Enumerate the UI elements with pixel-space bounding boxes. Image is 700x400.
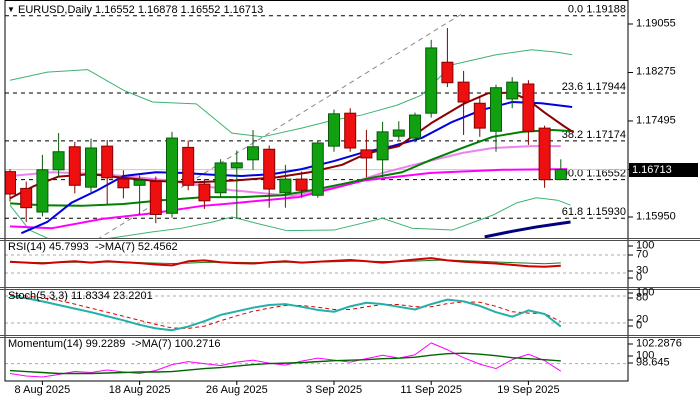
overlay-ma-green [9, 128, 574, 207]
stochastic-legend: Stoch(5,3,3) 11.8334 23.2201 [8, 290, 153, 302]
series-stoch-signal [9, 294, 562, 329]
price-axis-label: 1.15950 [636, 210, 676, 223]
rsi-scale-label: 0 [636, 271, 643, 284]
rsi-legend: RSI(14) 45.7993 ->MA(7) 52.4562 [8, 241, 178, 253]
series-rsi-main [9, 257, 561, 268]
date-axis-label: 3 Sep 2025 [305, 384, 363, 396]
fib-level-label: 100.0 1.16552 [556, 168, 626, 180]
fib-level-label: 38.2 1.17174 [562, 129, 626, 141]
momentum-scale-label: 100 [636, 349, 655, 362]
momentum-legend: Momentum(14) 99.2289 ->MA(7) 100.2716 [8, 338, 221, 350]
ohlc-readout: 1.16552 1.16878 1.16552 1.16713 [91, 4, 264, 16]
symbol-dropdown-icon[interactable]: ▼ [7, 5, 15, 14]
stoch-scale-label: 0 [636, 319, 643, 332]
bear-candle [473, 102, 486, 129]
price-axis-label: 1.19055 [636, 17, 676, 30]
overlay-ma-navy [484, 220, 571, 238]
stoch-scale-label: 100 [636, 286, 655, 299]
stoch-scale-label: 20 [636, 313, 649, 326]
momentum-scale-label: 102.2876 [636, 337, 682, 350]
bull-candle [133, 179, 146, 186]
bear-candle [117, 178, 130, 189]
fib-level-label: 23.6 1.17944 [562, 81, 626, 93]
bull-candle [214, 162, 227, 194]
bull-candle [85, 147, 97, 188]
bull-candle [52, 151, 65, 171]
overlay-bollinger-lower [9, 197, 571, 238]
price-axis-label: 1.17495 [636, 114, 676, 127]
overlay-ma-magenta [9, 168, 568, 230]
chart-title: ▼ EURUSD,Daily 1.16552 1.16878 1.16552 1… [7, 4, 263, 16]
main-price-panel: 0.0 1.19188 23.6 1.17944 38.2 1.17174 100.0… [5, 4, 628, 238]
bear-candle [149, 181, 162, 216]
date-axis-label: 11 Sep 2025 [400, 384, 462, 396]
date-axis-label: 18 Aug 2025 [108, 384, 171, 396]
rsi-panel [5, 254, 628, 274]
bull-candle [328, 113, 340, 147]
bull-candle [425, 47, 438, 114]
date-axis-label: 8 Aug 2025 [14, 384, 71, 396]
series-momentum-ma [9, 352, 561, 375]
bull-candle [311, 142, 324, 196]
series-stoch-main [9, 295, 562, 332]
bear-candle [344, 112, 357, 149]
bull-candle [247, 146, 259, 161]
bear-candle [101, 145, 114, 179]
rsi-scale-label: 70 [636, 248, 649, 261]
bull-candle [279, 178, 292, 194]
symbol-timeframe-label: EURUSD,Daily [17, 4, 92, 16]
bull-candle [36, 169, 49, 213]
momentum-scale-label: 98.645 [636, 356, 670, 369]
momentum-panel [5, 342, 628, 378]
date-axis-label: 19 Sep 2025 [497, 384, 560, 396]
bull-candle [376, 131, 389, 161]
bear-candle [20, 187, 33, 209]
fib-level-label: 0.0 1.19188 [568, 4, 626, 16]
bear-candle [5, 171, 16, 195]
bear-candle [182, 146, 195, 186]
bear-candle [441, 61, 454, 84]
bull-candle [554, 169, 567, 181]
chart-frame [4, 0, 629, 382]
bear-candle [457, 81, 470, 103]
series-momentum-main [9, 342, 562, 378]
stochastic-panel [5, 294, 628, 332]
bear-candle [360, 149, 373, 159]
bear-candle [538, 127, 551, 181]
bear-candle [263, 148, 276, 190]
bear-candle [198, 183, 211, 202]
bear-candle [522, 83, 535, 132]
bull-candle [490, 87, 502, 132]
current-price-tag: 1.16713 [629, 163, 698, 177]
bull-candle [409, 114, 421, 139]
rsi-scale-label: 30 [636, 264, 649, 277]
bull-candle [166, 137, 178, 214]
fib-trendline [98, 13, 463, 238]
price-axis-label: 1.18275 [636, 65, 676, 78]
bull-candle [506, 81, 519, 100]
overlay-bollinger-upper [9, 49, 573, 138]
date-axis-label: 26 Aug 2025 [205, 384, 268, 396]
bear-candle [295, 178, 308, 191]
rsi-scale-label: 100 [636, 239, 655, 252]
bull-candle [230, 162, 243, 169]
bull-candle [392, 129, 405, 137]
fib-level-label: 61.8 1.15930 [562, 206, 626, 218]
candlestick-series [5, 28, 567, 224]
bear-candle [68, 146, 81, 186]
stoch-scale-label: 80 [636, 291, 649, 304]
